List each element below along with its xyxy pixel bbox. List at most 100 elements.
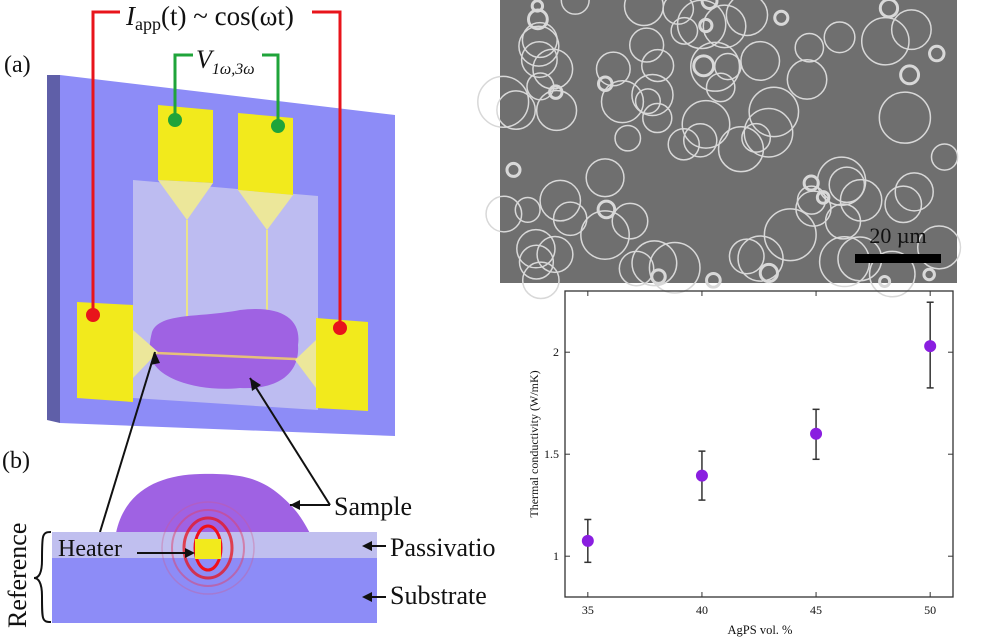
sem-particle: [667, 128, 700, 161]
pad-taper: [238, 190, 293, 230]
sem-particle: [516, 228, 556, 269]
substrate-side: [47, 75, 60, 423]
voltage-label: V1ω,3ω: [196, 45, 254, 78]
heat-waves: [161, 501, 255, 595]
heater-line: [132, 350, 319, 362]
thermal-conductivity-chart: Thermal conductivity (W/mK) AgPS vol. % …: [527, 290, 954, 637]
sem-particle: [641, 48, 675, 83]
sem-particle: [535, 89, 578, 132]
sem-particle: [560, 0, 590, 15]
sem-particle: [705, 72, 736, 103]
sem-particle: [477, 75, 530, 128]
x-tick-label: 50: [924, 603, 936, 617]
sem-particle: [737, 235, 784, 282]
sem-particle: [743, 107, 794, 158]
sem-particle: [698, 17, 714, 34]
current-pad-right: [316, 318, 368, 411]
sem-particle: [922, 267, 936, 282]
sem-particle: [505, 161, 522, 178]
sem-particle: [596, 199, 617, 220]
sem-particle: [634, 88, 661, 115]
arrowhead: [185, 548, 195, 558]
sem-particle: [928, 44, 946, 63]
sem-particle: [773, 9, 790, 26]
sample-blob: [149, 308, 299, 389]
current-contact: [86, 308, 100, 322]
callout-line-heater: [99, 351, 156, 533]
sem-particle: [823, 21, 856, 54]
sem-particle: [536, 235, 574, 274]
panel-a-label: (a): [4, 52, 31, 78]
sem-particle: [520, 41, 558, 79]
pad-taper: [158, 180, 213, 220]
panel-b-label: (b): [2, 448, 30, 474]
sem-particle: [796, 185, 827, 215]
data-point: [581, 534, 594, 547]
voltage-contact: [271, 119, 285, 133]
data-point: [695, 469, 708, 482]
sem-particle: [725, 0, 769, 37]
voltage-wire-left: [173, 53, 193, 120]
sem-particle: [702, 4, 747, 49]
sem-particle: [642, 102, 673, 134]
voltage-pad-right: [238, 113, 293, 195]
current-symbol: I: [125, 1, 137, 31]
sem-particle: [878, 275, 892, 289]
substrate-label: Substrate: [390, 581, 487, 610]
current-subscript: app: [135, 14, 161, 34]
x-tick-label: 40: [696, 603, 708, 617]
scale-bar-label: 20 µm: [869, 223, 926, 248]
sem-particle: [521, 261, 560, 300]
sem-particle: [868, 250, 916, 298]
sem-particle: [899, 64, 921, 86]
y-tick-label: 2: [553, 345, 559, 359]
sem-particle: [930, 143, 959, 171]
sem-particle: [794, 32, 825, 63]
sem-particle: [786, 59, 828, 100]
sem-particle: [682, 123, 718, 158]
current-label: Iapp(t) ~ cos(ωt): [125, 1, 294, 34]
sem-particle: [514, 196, 541, 223]
sem-particle: [618, 250, 655, 287]
sem-particle: [681, 99, 731, 149]
y-tick-label: 1.5: [544, 447, 559, 461]
voltage-contact: [168, 113, 182, 127]
y-axis-label: Thermal conductivity (W/mK): [527, 370, 541, 517]
x-axis-label: AgPS vol. %: [728, 623, 793, 637]
current-expression: (t) ~ cos(ωt): [161, 1, 294, 31]
scale-bar: [855, 254, 941, 263]
x-tick-label: 35: [582, 603, 594, 617]
sem-particle: [518, 25, 560, 67]
sem-particle: [689, 41, 741, 92]
arrowhead: [250, 378, 261, 391]
sem-particle: [548, 84, 564, 100]
sem-particle: [485, 195, 523, 233]
sem-particle: [828, 166, 866, 204]
sem-particle: [611, 202, 649, 240]
sem-particle: [894, 172, 934, 212]
plot-frame: [564, 290, 954, 598]
arrowhead: [362, 541, 372, 551]
voltage-subscript: 1ω,3ω: [212, 61, 255, 78]
sem-particle: [521, 21, 558, 59]
sem-particle: [916, 225, 962, 270]
sem-particle: [740, 40, 781, 82]
heater-label: Heater: [58, 536, 122, 562]
sem-particles: [477, 0, 962, 300]
sem-particle: [700, 0, 719, 10]
sem-particle: [631, 73, 674, 117]
sem-particle: [878, 91, 932, 144]
sem-particle: [748, 86, 800, 138]
sem-particle: [628, 27, 665, 63]
arrowhead: [362, 592, 372, 602]
current-wire-left: [91, 10, 120, 315]
current-wire-right: [312, 10, 342, 328]
data-point: [924, 340, 937, 353]
sem-particle: [705, 271, 722, 289]
data-point: [810, 427, 823, 440]
sem-particle: [496, 90, 537, 131]
current-pad-left: [77, 302, 133, 402]
reference-label: Reference: [3, 523, 32, 628]
x-tick-label: 45: [810, 603, 822, 617]
